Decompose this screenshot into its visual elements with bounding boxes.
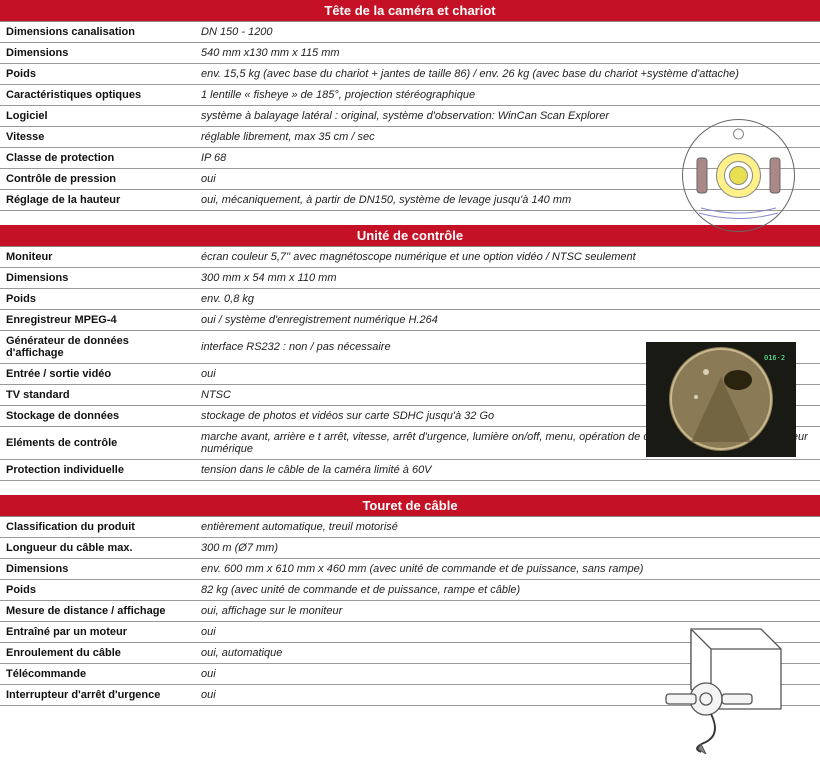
spec-value: 82 kg (avec unité de commande et de puis… [195, 580, 820, 601]
table-row: Réglage de la hauteuroui, mécaniquement,… [0, 190, 820, 211]
spec-label: Vitesse [0, 127, 195, 148]
spec-value: interface RS232 : non / pas nécessaire [195, 331, 820, 364]
spec-label: Poids [0, 289, 195, 310]
table-row: Protection individuelletension dans le c… [0, 460, 820, 481]
spec-label: Interrupteur d'arrêt d'urgence [0, 685, 195, 706]
spec-value: oui [195, 364, 820, 385]
spec-label: Caractéristiques optiques [0, 85, 195, 106]
spec-label: Générateur de données d'affichage [0, 331, 195, 364]
table-row: Dimensionsenv. 600 mm x 610 mm x 460 mm … [0, 559, 820, 580]
spec-value: IP 68 [195, 148, 820, 169]
spec-table: Dimensions canalisationDN 150 - 1200Dime… [0, 22, 820, 211]
table-row: Générateur de données d'affichageinterfa… [0, 331, 820, 364]
table-row: Mesure de distance / affichageoui, affic… [0, 601, 820, 622]
spec-label: Réglage de la hauteur [0, 190, 195, 211]
spec-value: oui [195, 685, 820, 706]
spec-value: oui [195, 664, 820, 685]
spec-label: Eléments de contrôle [0, 427, 195, 460]
spec-label: Longueur du câble max. [0, 538, 195, 559]
table-row: TV standardNTSC [0, 385, 820, 406]
spec-value: oui, affichage sur le moniteur [195, 601, 820, 622]
spec-label: Contrôle de pression [0, 169, 195, 190]
spec-label: Entrée / sortie vidéo [0, 364, 195, 385]
table-row: Classification du produitentièrement aut… [0, 517, 820, 538]
spec-value: marche avant, arrière e t arrêt, vitesse… [195, 427, 820, 460]
table-row: Moniteurécran couleur 5,7'' avec magnéto… [0, 247, 820, 268]
spec-value: oui [195, 622, 820, 643]
spec-value: env. 0,8 kg [195, 289, 820, 310]
spec-value: réglable librement, max 35 cm / sec [195, 127, 820, 148]
spec-value: tension dans le câble de la caméra limit… [195, 460, 820, 481]
spec-section: Touret de câbleClassification du produit… [0, 495, 820, 706]
spec-label: TV standard [0, 385, 195, 406]
spec-label: Dimensions [0, 43, 195, 64]
table-row: Longueur du câble max.300 m (Ø7 mm) [0, 538, 820, 559]
spec-label: Logiciel [0, 106, 195, 127]
spec-label: Enroulement du câble [0, 643, 195, 664]
spec-label: Dimensions [0, 268, 195, 289]
spec-value: env. 15,5 kg (avec base du chariot + jan… [195, 64, 820, 85]
table-row: Enroulement du câbleoui, automatique [0, 643, 820, 664]
table-row: Poids82 kg (avec unité de commande et de… [0, 580, 820, 601]
table-row: Caractéristiques optiques1 lentille « fi… [0, 85, 820, 106]
spec-value: oui [195, 169, 820, 190]
table-row: Dimensions540 mm x130 mm x 115 mm [0, 43, 820, 64]
table-row: Poidsenv. 15,5 kg (avec base du chariot … [0, 64, 820, 85]
spec-label: Stockage de données [0, 406, 195, 427]
spec-label: Dimensions canalisation [0, 22, 195, 43]
spec-value: oui / système d'enregistrement numérique… [195, 310, 820, 331]
spec-table: Classification du produitentièrement aut… [0, 517, 820, 706]
spec-value: 540 mm x130 mm x 115 mm [195, 43, 820, 64]
section-header: Tête de la caméra et chariot [0, 0, 820, 22]
table-row: Télécommandeoui [0, 664, 820, 685]
spec-table: Moniteurécran couleur 5,7'' avec magnéto… [0, 247, 820, 481]
table-row: Logicielsystème à balayage latéral : ori… [0, 106, 820, 127]
spec-label: Enregistreur MPEG-4 [0, 310, 195, 331]
spec-value: DN 150 - 1200 [195, 22, 820, 43]
spec-label: Protection individuelle [0, 460, 195, 481]
table-row: Enregistreur MPEG-4oui / système d'enreg… [0, 310, 820, 331]
spec-value: NTSC [195, 385, 820, 406]
table-row: Vitesseréglable librement, max 35 cm / s… [0, 127, 820, 148]
section-header: Touret de câble [0, 495, 820, 517]
spec-label: Entraîné par un moteur [0, 622, 195, 643]
table-row: Dimensions300 mm x 54 mm x 110 mm [0, 268, 820, 289]
section-header: Unité de contrôle [0, 225, 820, 247]
spec-label: Classification du produit [0, 517, 195, 538]
table-row: Eléments de contrôlemarche avant, arrièr… [0, 427, 820, 460]
spec-value: système à balayage latéral : original, s… [195, 106, 820, 127]
spec-label: Poids [0, 580, 195, 601]
table-row: Classe de protectionIP 68 [0, 148, 820, 169]
spec-value: entièrement automatique, treuil motorisé [195, 517, 820, 538]
table-row: Interrupteur d'arrêt d'urgenceoui [0, 685, 820, 706]
spec-value: env. 600 mm x 610 mm x 460 mm (avec unit… [195, 559, 820, 580]
spec-value: stockage de photos et vidéos sur carte S… [195, 406, 820, 427]
table-row: Stockage de donnéesstockage de photos et… [0, 406, 820, 427]
spec-label: Télécommande [0, 664, 195, 685]
spec-label: Moniteur [0, 247, 195, 268]
spec-value: oui, automatique [195, 643, 820, 664]
spec-section: Unité de contrôleMoniteurécran couleur 5… [0, 225, 820, 481]
table-row: Contrôle de pressionoui [0, 169, 820, 190]
spec-section: Tête de la caméra et chariotDimensions c… [0, 0, 820, 211]
spec-label: Classe de protection [0, 148, 195, 169]
table-row: Poidsenv. 0,8 kg [0, 289, 820, 310]
spec-label: Mesure de distance / affichage [0, 601, 195, 622]
table-row: Entraîné par un moteuroui [0, 622, 820, 643]
spec-label: Dimensions [0, 559, 195, 580]
spec-value: oui, mécaniquement, à partir de DN150, s… [195, 190, 820, 211]
spec-value: écran couleur 5,7'' avec magnétoscope nu… [195, 247, 820, 268]
spec-label: Poids [0, 64, 195, 85]
spec-value: 1 lentille « fisheye » de 185°, projecti… [195, 85, 820, 106]
table-row: Dimensions canalisationDN 150 - 1200 [0, 22, 820, 43]
spec-value: 300 m (Ø7 mm) [195, 538, 820, 559]
spec-value: 300 mm x 54 mm x 110 mm [195, 268, 820, 289]
table-row: Entrée / sortie vidéooui [0, 364, 820, 385]
